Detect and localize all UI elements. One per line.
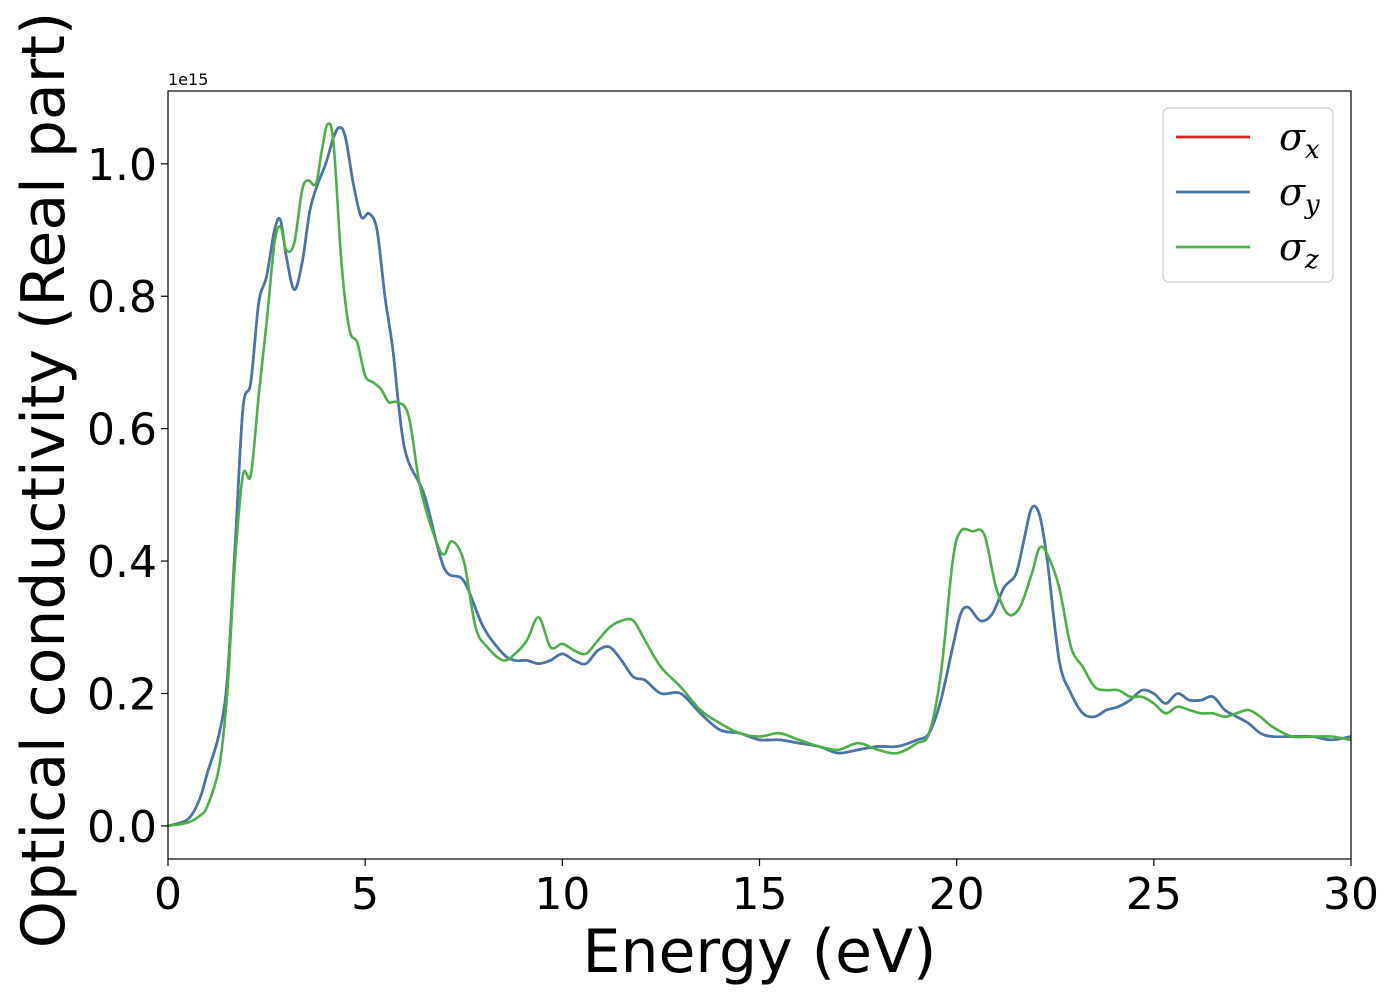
y-tick-label: 0.2	[87, 669, 157, 720]
series-line-sigma-z	[167, 122, 1352, 828]
x-tick-label: 5	[351, 869, 379, 920]
x-tick-label: 30	[1323, 869, 1379, 920]
series-line-sigma-y	[167, 126, 1352, 828]
legend-subscript: z	[1304, 245, 1319, 275]
series-layer	[167, 122, 1352, 828]
legend-symbol: σ	[1279, 170, 1306, 214]
x-tick-label: 15	[732, 869, 788, 920]
x-axis: 0 5 10 15 20 25 30	[154, 859, 1379, 920]
legend-label: σy	[1279, 170, 1320, 220]
y-axis: 0.0 0.2 0.4 0.6 0.8 1.0	[87, 140, 168, 853]
legend-label: σx	[1279, 115, 1320, 165]
x-tick-label: 0	[154, 869, 182, 920]
legend-symbol: σ	[1279, 225, 1306, 269]
legend-subscript: y	[1304, 190, 1320, 220]
y-offset-label: 1e15	[168, 70, 208, 89]
legend-symbol: σ	[1279, 115, 1306, 159]
y-tick-label: 0.6	[87, 405, 157, 456]
legend-label: σz	[1279, 225, 1319, 275]
y-tick-label: 1.0	[87, 140, 157, 191]
x-tick-label: 20	[929, 869, 985, 920]
legend-box	[1162, 107, 1334, 283]
y-axis-label: Optical conductivity (Real part)	[9, 12, 79, 949]
x-tick-label: 10	[534, 869, 590, 920]
y-tick-label: 0.4	[87, 537, 157, 588]
y-tick-label: 0.8	[87, 272, 157, 323]
legend-subscript: x	[1305, 135, 1320, 165]
y-tick-label: 0.0	[87, 802, 157, 853]
x-tick-label: 25	[1126, 869, 1182, 920]
x-axis-label: Energy (eV)	[583, 917, 937, 987]
